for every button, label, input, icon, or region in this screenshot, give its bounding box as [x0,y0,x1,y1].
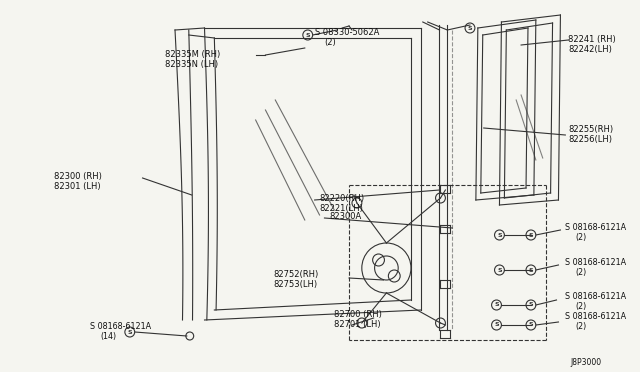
Text: 82701 (LH): 82701 (LH) [334,320,381,329]
Text: S 08168-6121A: S 08168-6121A [90,322,152,331]
Text: S: S [468,26,472,31]
Text: 82752(RH): 82752(RH) [273,270,319,279]
Text: 82256(LH): 82256(LH) [568,135,612,144]
Text: 82700 (RH): 82700 (RH) [334,310,382,319]
Text: (2): (2) [575,233,586,242]
Text: S 08168-6121A: S 08168-6121A [565,223,627,232]
Text: 82335N (LH): 82335N (LH) [165,60,218,69]
Text: (14): (14) [100,332,116,341]
Text: (2): (2) [575,268,586,277]
Text: S: S [127,330,132,334]
Text: S 08168-6121A: S 08168-6121A [565,258,627,267]
Text: S 08168-6121A: S 08168-6121A [565,292,627,301]
Text: S 08168-6121A: S 08168-6121A [565,312,627,321]
Text: 82300 (RH): 82300 (RH) [54,172,102,181]
Text: 82753(LH): 82753(LH) [273,280,317,289]
Text: 82300A: 82300A [330,212,362,221]
Text: (2): (2) [324,38,336,47]
Text: S: S [529,232,533,237]
Text: (2): (2) [575,322,586,331]
Text: 82220(RH): 82220(RH) [319,194,365,203]
Text: J8P3000: J8P3000 [570,358,602,367]
Text: 82255(RH): 82255(RH) [568,125,613,134]
Text: S: S [494,302,499,308]
Text: S: S [497,232,502,237]
Text: S: S [494,323,499,327]
Text: 82301 (LH): 82301 (LH) [54,182,100,191]
Text: S: S [305,32,310,38]
Text: (2): (2) [575,302,586,311]
Text: 82241 (RH): 82241 (RH) [568,35,616,44]
Text: S 08330-5062A: S 08330-5062A [315,28,379,37]
Text: 82335M (RH): 82335M (RH) [165,50,220,59]
Text: S: S [529,323,533,327]
Text: S: S [529,302,533,308]
Text: 82221(LH): 82221(LH) [319,204,364,213]
Text: S: S [529,267,533,273]
Text: 82242(LH): 82242(LH) [568,45,612,54]
Text: S: S [497,267,502,273]
